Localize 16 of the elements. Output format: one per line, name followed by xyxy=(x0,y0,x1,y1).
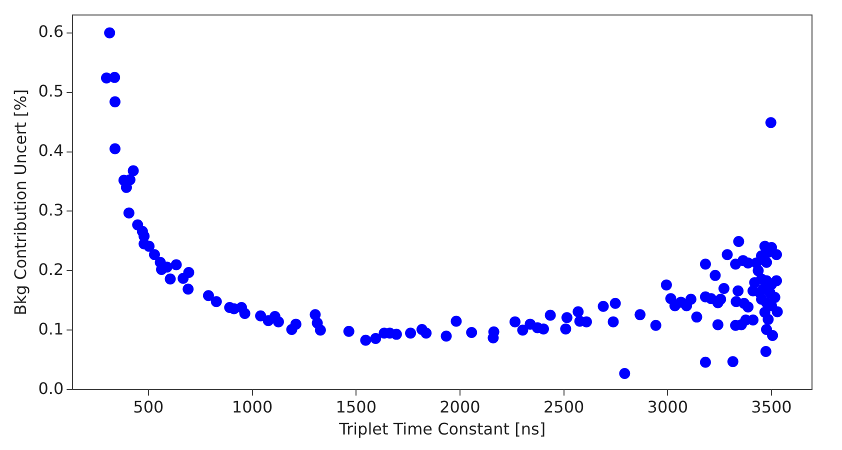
x-tick-label: 1500 xyxy=(336,397,376,416)
y-tick-label: 0.4 xyxy=(38,140,64,160)
x-tick-label: 2500 xyxy=(543,397,584,416)
x-tick-label: 500 xyxy=(133,397,164,416)
x-tick-label: 3500 xyxy=(751,397,792,416)
y-tick-label: 0.2 xyxy=(38,260,64,279)
x-axis-title: Triplet Time Constant [ns] xyxy=(338,420,546,439)
x-tick-label: 2000 xyxy=(440,397,480,416)
y-axis-title: Bkg Contribution Uncert [%] xyxy=(10,89,30,316)
y-tick-label: 0.5 xyxy=(38,81,64,100)
y-tick-label: 0.1 xyxy=(38,319,64,338)
y-tick-label: 0.6 xyxy=(38,22,64,41)
x-tick-label: 3000 xyxy=(647,397,688,416)
y-tick-label: 0.0 xyxy=(38,378,64,398)
x-tick-label: 1000 xyxy=(232,397,273,416)
y-tick-label: 0.3 xyxy=(38,200,64,220)
